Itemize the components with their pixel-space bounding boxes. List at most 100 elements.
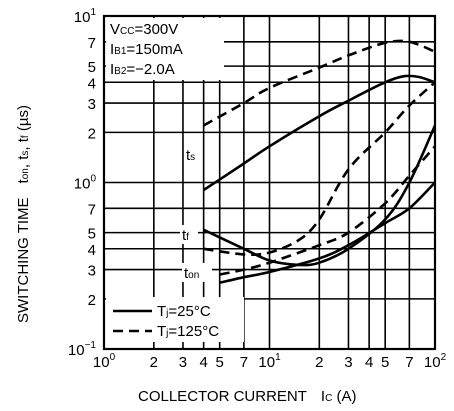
curve-label-bg xyxy=(180,225,198,244)
curve-label-t: t xyxy=(184,265,189,282)
curve-label-t: t xyxy=(182,227,187,244)
curve-label-t: t xyxy=(186,147,191,164)
condition-subscript: B2 xyxy=(114,66,127,77)
series-ts-tj125 xyxy=(202,39,436,127)
data-series xyxy=(202,39,437,284)
series-ts-tj25 xyxy=(202,74,436,192)
curve-label-tf: tf xyxy=(182,227,189,244)
curve-label-bg xyxy=(184,145,202,164)
x-tick-label: 2 xyxy=(150,354,158,371)
y-axis-label-t2-sub: s xyxy=(20,151,31,156)
legend-value: =25°C xyxy=(168,303,210,320)
y-axis-label-t1-sub: on xyxy=(20,168,31,179)
conditions-box-bg xyxy=(106,18,224,80)
x-tick-label: 3 xyxy=(344,354,352,371)
legend-value: =125°C xyxy=(168,323,219,340)
y-axis-label-main: SWITCHING TIME xyxy=(15,197,32,323)
y-axis-label: SWITCHING TIMEton, ts, tf (µs) xyxy=(15,105,32,323)
x-axis-label-symbol-sub: C xyxy=(325,393,332,404)
y-axis-label-t3: t xyxy=(15,137,32,142)
condition-line: VCC=300V xyxy=(110,21,178,38)
curve-label-ton: ton xyxy=(184,265,199,282)
x-axis-label: COLLECTOR CURRENT IC (A) xyxy=(138,388,357,405)
series-ton-tj25 xyxy=(219,181,436,284)
plot-frame xyxy=(102,14,437,351)
y-tick-label: 101 xyxy=(74,7,97,26)
x-tick-label: 4 xyxy=(365,354,373,371)
legend-label: Tj=25°C xyxy=(157,303,211,320)
x-tick-base: 10 xyxy=(258,354,275,371)
y-axis-label-t1: t xyxy=(15,178,32,183)
legend-symbol: T xyxy=(157,303,166,320)
y-tick-label: 2 xyxy=(88,292,96,309)
y-tick-base: 10 xyxy=(74,176,91,193)
x-axis-label-main: COLLECTOR CURRENT xyxy=(138,388,307,405)
x-tick-label: 7 xyxy=(240,354,248,371)
curve-label-sub: f xyxy=(186,232,189,243)
x-tick-label: 102 xyxy=(424,352,447,371)
y-tick-label: 4 xyxy=(88,242,96,259)
condition-symbol: I xyxy=(110,61,114,78)
y-tick-label: 5 xyxy=(88,226,96,243)
legend: Tj=25°CTj=125°C xyxy=(106,297,244,342)
condition-subscript: B1 xyxy=(114,46,127,57)
x-tick-base: 10 xyxy=(93,354,110,371)
x-tick-base: 10 xyxy=(424,354,441,371)
y-axis-label-t3-sub: f xyxy=(20,135,31,138)
y-tick-label: 5 xyxy=(88,59,96,76)
legend-label: Tj=125°C xyxy=(157,323,219,340)
y-tick-exponent: 1 xyxy=(90,7,96,18)
legend-bg xyxy=(106,297,244,342)
condition-line: IB1=150mA xyxy=(110,41,183,58)
y-tick-label: 3 xyxy=(88,263,96,280)
y-axis-label-unit: (µs) xyxy=(15,105,32,135)
condition-subscript: CC xyxy=(120,26,134,37)
condition-line: IB2=−2.0A xyxy=(110,61,175,78)
y-tick-label: 10−1 xyxy=(68,340,97,359)
y-tick-base: 10 xyxy=(68,342,85,359)
x-tick-exponent: 1 xyxy=(275,352,281,363)
x-axis-label-unit: (A) xyxy=(332,388,356,405)
condition-symbol: I xyxy=(110,41,114,58)
y-tick-label: 4 xyxy=(88,75,96,92)
y-axis-label-t2: t xyxy=(15,155,32,160)
y-tick-exponent: −1 xyxy=(85,340,97,351)
y-axis-label-sep1: , xyxy=(15,160,32,168)
series-tf-tj125 xyxy=(203,81,436,256)
x-tick-label: 7 xyxy=(405,354,413,371)
x-tick-label: 2 xyxy=(315,354,323,371)
legend-symbol: T xyxy=(157,323,166,340)
y-tick-base: 10 xyxy=(74,9,91,26)
legend-subscript: j xyxy=(165,308,168,319)
y-tick-label: 7 xyxy=(88,201,96,218)
series-tf-tj25 xyxy=(203,124,437,267)
y-tick-label: 3 xyxy=(88,96,96,113)
y-tick-label: 100 xyxy=(74,174,97,193)
condition-value: =150mA xyxy=(126,41,182,58)
x-tick-label: 5 xyxy=(381,354,389,371)
x-tick-label: 3 xyxy=(179,354,187,371)
y-axis-label-sep2: , xyxy=(15,142,32,150)
curve-label-sub: on xyxy=(188,270,199,281)
x-tick-label: 101 xyxy=(258,352,281,371)
x-tick-exponent: 2 xyxy=(441,352,447,363)
curve-label-sub: s xyxy=(190,152,195,163)
condition-value: =−2.0A xyxy=(126,61,174,78)
series-ton-tj125 xyxy=(219,145,436,276)
y-tick-label: 7 xyxy=(88,35,96,52)
x-axis-label-symbol: I xyxy=(321,388,325,405)
x-tick-labels: 100 2 3 4 5 7 101 2 3 4 5 7 102 xyxy=(93,352,447,371)
condition-symbol: V xyxy=(110,21,120,38)
condition-value: =300V xyxy=(134,21,178,38)
y-tick-exponent: 0 xyxy=(90,174,96,185)
x-tick-exponent: 0 xyxy=(110,352,116,363)
x-tick-label: 100 xyxy=(93,352,116,371)
x-tick-label: 5 xyxy=(216,354,224,371)
curve-label-ts: ts xyxy=(186,147,195,164)
x-tick-label: 4 xyxy=(199,354,207,371)
y-tick-label: 2 xyxy=(88,125,96,142)
